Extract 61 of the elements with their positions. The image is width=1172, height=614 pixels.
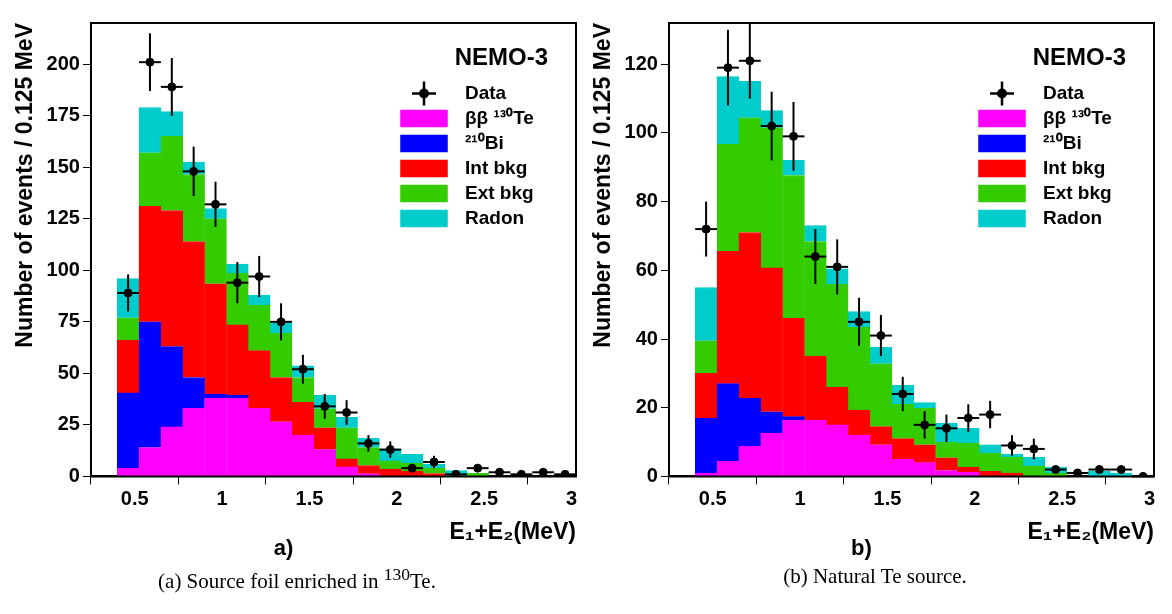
y-axis-title: Number of events / 0.125 MeV bbox=[11, 22, 38, 348]
x-tick-label: 2.5 bbox=[470, 486, 499, 509]
y-tick-label: 60 bbox=[635, 257, 658, 280]
y-tick-label: 0 bbox=[68, 463, 80, 486]
x-tick-label: 3 bbox=[1144, 486, 1156, 509]
bar bbox=[694, 287, 718, 341]
x-axis-title: E₁+E₂(MeV) bbox=[1027, 517, 1154, 544]
text: a) bbox=[273, 535, 294, 561]
bar bbox=[313, 408, 336, 428]
y-tick-label: 125 bbox=[46, 206, 80, 229]
y-tick-label: 100 bbox=[46, 257, 80, 280]
text: (a) Source foil enriched in $^{130}$Te. bbox=[157, 564, 437, 594]
annotation: NEMO-3 bbox=[454, 43, 548, 70]
x-tick-label: 1.5 bbox=[873, 486, 902, 509]
legend-label: ²¹⁰Bi bbox=[1043, 131, 1082, 153]
y-tick-label: 150 bbox=[46, 154, 80, 177]
x-axis-title: E₁+E₂(MeV) bbox=[449, 517, 576, 544]
y-axis-title: Number of events / 0.125 MeV bbox=[589, 22, 616, 348]
y-tick-label: 200 bbox=[46, 51, 80, 74]
text: (b) Natural Te source. bbox=[782, 564, 968, 589]
y-tick-label: 80 bbox=[635, 189, 658, 212]
y-tick-label: 100 bbox=[624, 120, 658, 143]
legend-label: Ext bkg bbox=[465, 181, 534, 203]
legend-label: Ext bkg bbox=[1043, 181, 1112, 203]
bar bbox=[247, 294, 271, 306]
legend-label: ββ ¹³⁰Te bbox=[1043, 106, 1112, 128]
y-tick-label: 175 bbox=[46, 103, 80, 126]
legend-label: ββ ¹³⁰Te bbox=[465, 106, 534, 128]
y-tick-label: 40 bbox=[635, 326, 658, 349]
x-tick-label: 0.5 bbox=[698, 486, 727, 509]
legend-label: Data bbox=[465, 81, 507, 103]
bar bbox=[694, 340, 718, 374]
legend-label: Int bkg bbox=[1043, 156, 1106, 178]
bar bbox=[978, 444, 1002, 454]
bar bbox=[1022, 456, 1046, 467]
y-tick-label: 120 bbox=[624, 51, 658, 74]
legend-label: ²¹⁰Bi bbox=[465, 131, 504, 153]
x-tick-label: 2 bbox=[391, 486, 403, 509]
y-tick-label: 50 bbox=[57, 360, 80, 383]
bar bbox=[116, 340, 140, 393]
bar bbox=[291, 377, 315, 403]
legend-label: Radon bbox=[1043, 206, 1103, 228]
bar bbox=[116, 317, 140, 341]
legend-label: Int bkg bbox=[465, 156, 528, 178]
y-tick-label: 25 bbox=[57, 412, 80, 435]
y-tick-label: 0 bbox=[646, 463, 658, 486]
annotation: NEMO-3 bbox=[1032, 43, 1126, 70]
legend-label: Data bbox=[1043, 81, 1085, 103]
x-tick-label: 1.5 bbox=[295, 486, 324, 509]
x-tick-label: 3 bbox=[566, 486, 578, 509]
x-tick-label: 2 bbox=[969, 486, 981, 509]
x-tick-label: 1 bbox=[794, 486, 806, 509]
text: b) bbox=[851, 535, 872, 561]
x-tick-label: 0.5 bbox=[120, 486, 149, 509]
y-tick-label: 20 bbox=[635, 395, 658, 418]
x-tick-label: 2.5 bbox=[1048, 486, 1077, 509]
bar bbox=[782, 160, 805, 176]
y-tick-label: 75 bbox=[57, 309, 80, 332]
legend-label: Radon bbox=[465, 206, 525, 228]
bar bbox=[804, 225, 827, 242]
x-tick-label: 1 bbox=[216, 486, 228, 509]
